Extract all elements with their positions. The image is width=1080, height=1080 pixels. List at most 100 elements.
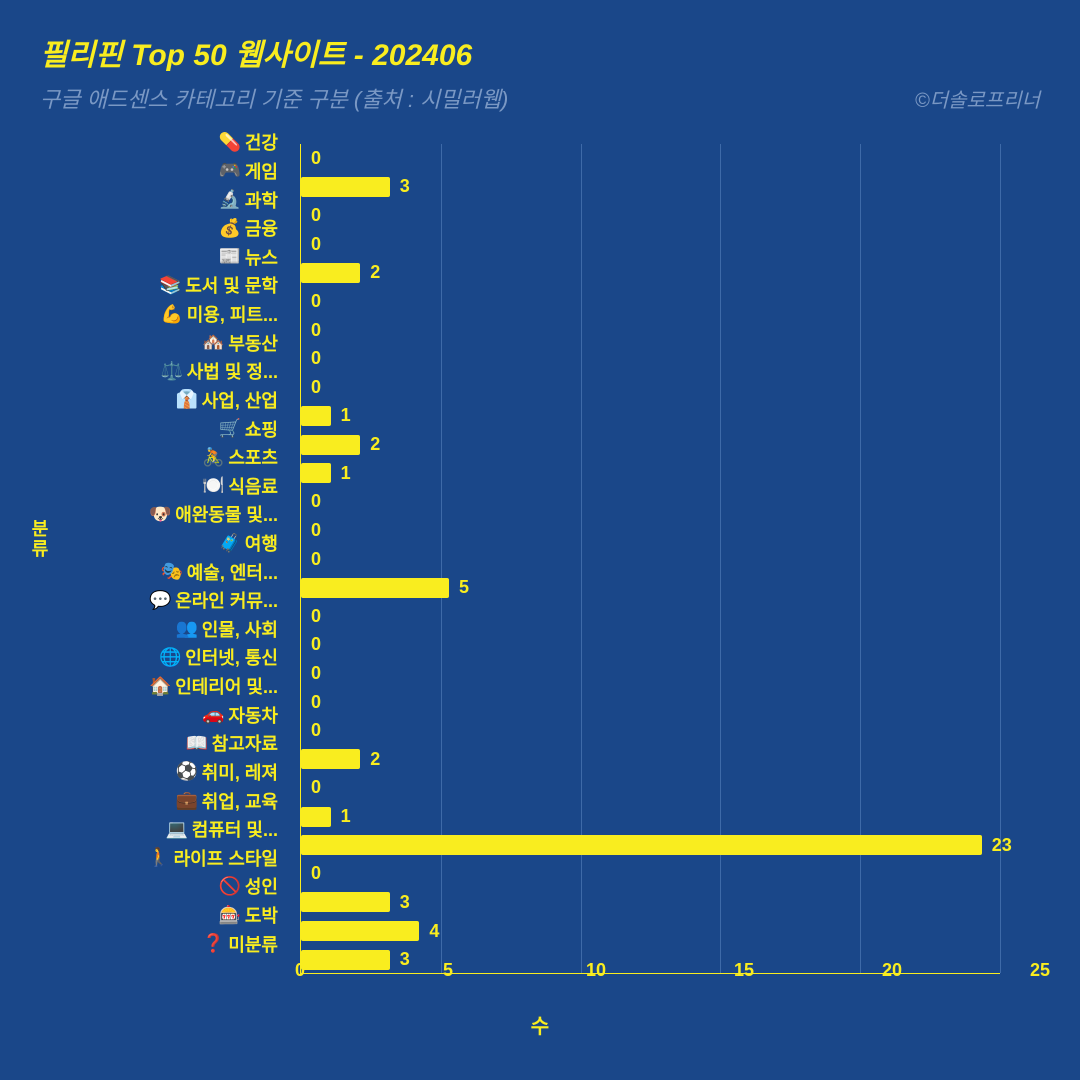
- bar-value: 4: [429, 921, 439, 942]
- x-tick: 0: [295, 960, 305, 981]
- category-label: 🐶 애완동물 및...: [149, 500, 278, 528]
- bar-row: 0: [301, 602, 321, 630]
- category-label: 📰뉴스: [219, 243, 278, 271]
- category-text: 미분류: [228, 931, 278, 957]
- category-label: 🛒 쇼핑: [219, 415, 278, 443]
- category-label: 💰금융: [219, 214, 278, 242]
- category-icon: 🎰: [219, 905, 239, 926]
- bar: [301, 807, 331, 827]
- category-label: 🚗자동차: [202, 701, 278, 729]
- bar-value: 0: [311, 377, 321, 398]
- category-label: 💪미용, 피트...: [161, 300, 278, 328]
- category-icon: 🚫: [219, 876, 239, 897]
- category-icon: 💼: [176, 790, 196, 811]
- bar-row: 0: [301, 717, 321, 745]
- category-icon: 🎭: [161, 561, 181, 582]
- category-label: 💬 온라인 커뮤...: [149, 586, 278, 614]
- bar-row: 0: [301, 230, 321, 258]
- bar: [301, 406, 331, 426]
- bar-value: 0: [311, 320, 321, 341]
- category-text: 컴퓨터 및...: [192, 816, 278, 842]
- category-text: 인물, 사회: [202, 616, 278, 642]
- category-icon: 💊: [219, 132, 239, 153]
- category-text: 자동차: [228, 702, 278, 728]
- category-label: 🏘️부동산: [202, 329, 278, 357]
- category-label: 🍽️ 식음료: [202, 472, 278, 500]
- category-label: 🚫성인: [219, 872, 278, 900]
- bar: [301, 177, 390, 197]
- category-icon: 👔: [176, 389, 196, 410]
- category-text: 예술, 엔터...: [187, 559, 278, 585]
- category-icon: 🧳: [219, 533, 239, 554]
- category-text: 사업, 산업: [202, 387, 278, 413]
- x-tick: 20: [882, 960, 902, 981]
- bar-value: 0: [311, 692, 321, 713]
- category-text: 쇼핑: [245, 416, 278, 442]
- bar-value: 1: [341, 463, 351, 484]
- category-text: 애완동물 및...: [175, 501, 278, 527]
- bar: [301, 892, 390, 912]
- category-icon: 🔬: [219, 189, 239, 210]
- x-tick: 5: [443, 960, 453, 981]
- category-text: 인터넷, 통신: [185, 644, 278, 670]
- category-label: 🚶라이프 스타일: [148, 844, 278, 872]
- category-label: 🌐인터넷, 통신: [159, 643, 278, 671]
- bar-value: 0: [311, 663, 321, 684]
- category-label: 💻컴퓨터 및...: [166, 815, 278, 843]
- category-label: 🎮게임: [219, 157, 278, 185]
- category-icon: 🐶: [149, 504, 169, 525]
- category-label: 👥 인물, 사회: [176, 615, 278, 643]
- subtitle-row: 구글 애드센스 카테고리 기준 구분 (출처 : 시밀러웹) ©더솔로프리너: [40, 82, 1040, 114]
- bar-value: 2: [370, 749, 380, 770]
- bar: [301, 435, 360, 455]
- bar-row: 5: [301, 574, 469, 602]
- bar-row: 0: [301, 774, 321, 802]
- y-axis-labels: 💊건강🎮게임🔬과학💰금융📰뉴스📚도서 및 문학💪미용, 피트...🏘️부동산⚖️…: [0, 128, 290, 958]
- bar-value: 0: [311, 205, 321, 226]
- bar-value: 1: [341, 806, 351, 827]
- bar-value: 0: [311, 491, 321, 512]
- bar-row: 1: [301, 459, 351, 487]
- category-label: 💼 취업, 교육: [176, 787, 278, 815]
- bar-row: 2: [301, 745, 380, 773]
- x-axis-ticks: 0510152025: [300, 960, 1040, 990]
- category-icon: ⚽: [176, 761, 196, 782]
- category-icon: 🏠: [149, 676, 169, 697]
- bar-value: 0: [311, 520, 321, 541]
- bar-value: 1: [341, 405, 351, 426]
- category-icon: 🛒: [219, 418, 239, 439]
- bar-value: 23: [992, 835, 1012, 856]
- bar-row: 0: [301, 202, 321, 230]
- category-text: 식음료: [228, 473, 278, 499]
- category-text: 뉴스: [245, 244, 278, 270]
- x-axis-label: 수: [531, 1010, 549, 1039]
- category-text: 취업, 교육: [202, 788, 278, 814]
- bar-value: 0: [311, 720, 321, 741]
- chart-container: 필리핀 Top 50 웹사이트 - 202406 구글 애드센스 카테고리 기준…: [0, 0, 1080, 1080]
- category-icon: ⚖️: [161, 361, 181, 382]
- bar-row: 23: [301, 831, 1012, 859]
- bar-value: 0: [311, 863, 321, 884]
- category-text: 인테리어 및...: [175, 673, 278, 699]
- bar-row: 1: [301, 402, 351, 430]
- category-icon: 🍽️: [202, 475, 222, 496]
- category-label: ❓미분류: [202, 930, 278, 958]
- bar-row: 4: [301, 917, 439, 945]
- x-tick: 15: [734, 960, 754, 981]
- category-icon: 📖: [186, 733, 206, 754]
- bar-value: 0: [311, 606, 321, 627]
- category-icon: 👥: [176, 618, 196, 639]
- category-label: 🧳여행: [219, 529, 278, 557]
- category-icon: 💬: [149, 590, 169, 611]
- bar-row: 0: [301, 144, 321, 172]
- bar-row: 0: [301, 287, 321, 315]
- category-label: 📖참고자료: [186, 729, 278, 757]
- category-icon: 🏘️: [202, 332, 222, 353]
- bar-value: 0: [311, 549, 321, 570]
- category-text: 온라인 커뮤...: [175, 587, 278, 613]
- category-label: 💊건강: [219, 128, 278, 156]
- bar-row: 0: [301, 545, 321, 573]
- category-label: ⚖️사법 및 정...: [161, 357, 278, 385]
- bar-row: 2: [301, 431, 380, 459]
- bar-value: 5: [459, 577, 469, 598]
